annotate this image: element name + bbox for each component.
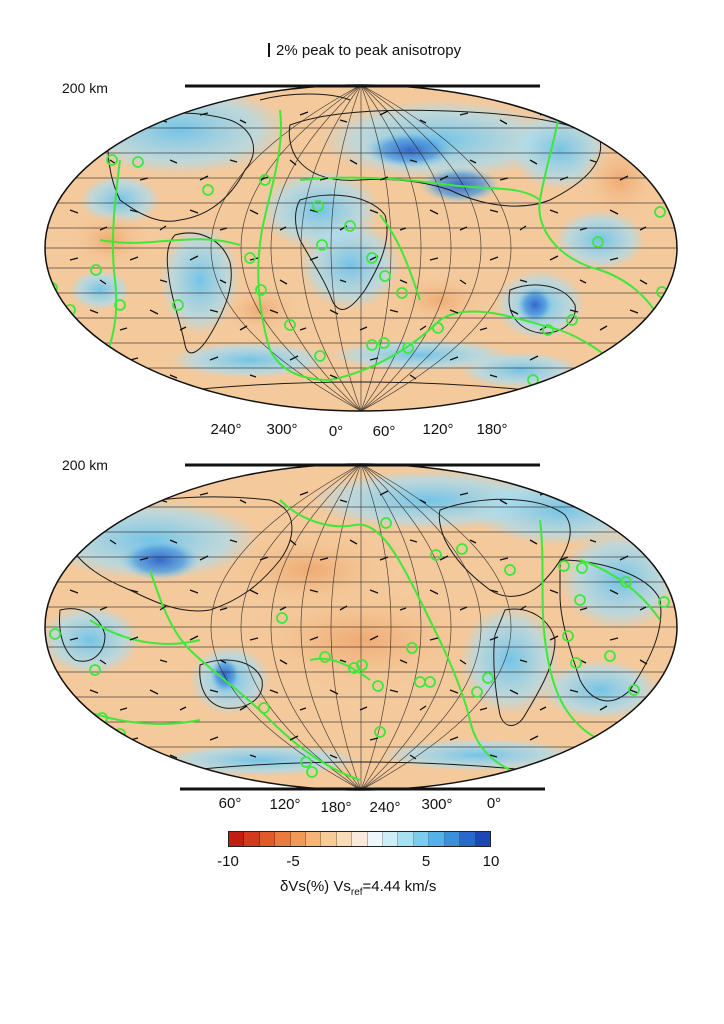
map2-lon-label: 60° bbox=[218, 795, 242, 812]
map2-plate-boundaries bbox=[59, 499, 661, 781]
map2-lon-label: 120° bbox=[269, 796, 301, 813]
map1-anisotropy-ticks bbox=[69, 110, 677, 380]
colorbar-segment bbox=[244, 832, 260, 846]
map2-lon-label: 0° bbox=[486, 795, 502, 812]
colorbar-segment bbox=[229, 832, 245, 846]
anisotropy-scale-bar bbox=[268, 43, 270, 57]
map2-lon-label: 300° bbox=[421, 796, 453, 813]
map1 bbox=[44, 84, 678, 412]
anisotropy-legend-label: 2% peak to peak anisotropy bbox=[276, 42, 462, 59]
colorbar-segment bbox=[367, 832, 384, 846]
colorbar-tick: 10 bbox=[482, 853, 500, 870]
colorbar-segment bbox=[429, 832, 445, 846]
colorbar-segment bbox=[383, 832, 399, 846]
colorbar-segment bbox=[275, 832, 291, 846]
map1-lon-label: 120° bbox=[422, 421, 454, 438]
colorbar-segment bbox=[352, 832, 368, 846]
colorbar-segment bbox=[290, 832, 307, 846]
colorbar-segment bbox=[398, 832, 414, 846]
colorbar-tick: 5 bbox=[421, 853, 431, 870]
map1-lon-label: 300° bbox=[266, 421, 298, 438]
colorbar-label-suffix: =4.44 km/s bbox=[362, 878, 437, 895]
map2-depth-label: 200 km bbox=[62, 457, 108, 473]
map1-lon-label: 60° bbox=[372, 423, 396, 440]
colorbar-label-prefix: δVs(%) Vs bbox=[280, 878, 351, 895]
colorbar-segment bbox=[336, 832, 353, 846]
colorbar-segment bbox=[306, 832, 322, 846]
anisotropy-legend: 2% peak to peak anisotropy bbox=[268, 42, 461, 59]
colorbar bbox=[228, 831, 491, 847]
map1-lon-label: 0° bbox=[328, 423, 344, 440]
colorbar-tick: -5 bbox=[286, 853, 300, 870]
colorbar-label: δVs(%) Vsref=4.44 km/s bbox=[280, 878, 436, 898]
map2-anisotropy-ticks bbox=[69, 490, 677, 760]
map1-depth-label: 200 km bbox=[62, 80, 108, 96]
colorbar-label-sub: ref bbox=[350, 887, 363, 898]
map2 bbox=[44, 463, 678, 791]
colorbar-segment bbox=[321, 832, 337, 846]
map1-lon-label: 180° bbox=[476, 421, 508, 438]
map2-lon-label: 240° bbox=[369, 799, 401, 816]
map1-lon-label: 240° bbox=[210, 421, 242, 438]
colorbar-segment bbox=[444, 832, 461, 846]
map2-lon-label: 180° bbox=[320, 799, 352, 816]
colorbar-tick: -10 bbox=[217, 853, 239, 870]
colorbar-segment bbox=[460, 832, 476, 846]
colorbar-segment bbox=[475, 832, 490, 846]
colorbar-segment bbox=[413, 832, 430, 846]
colorbar-segment bbox=[259, 832, 276, 846]
